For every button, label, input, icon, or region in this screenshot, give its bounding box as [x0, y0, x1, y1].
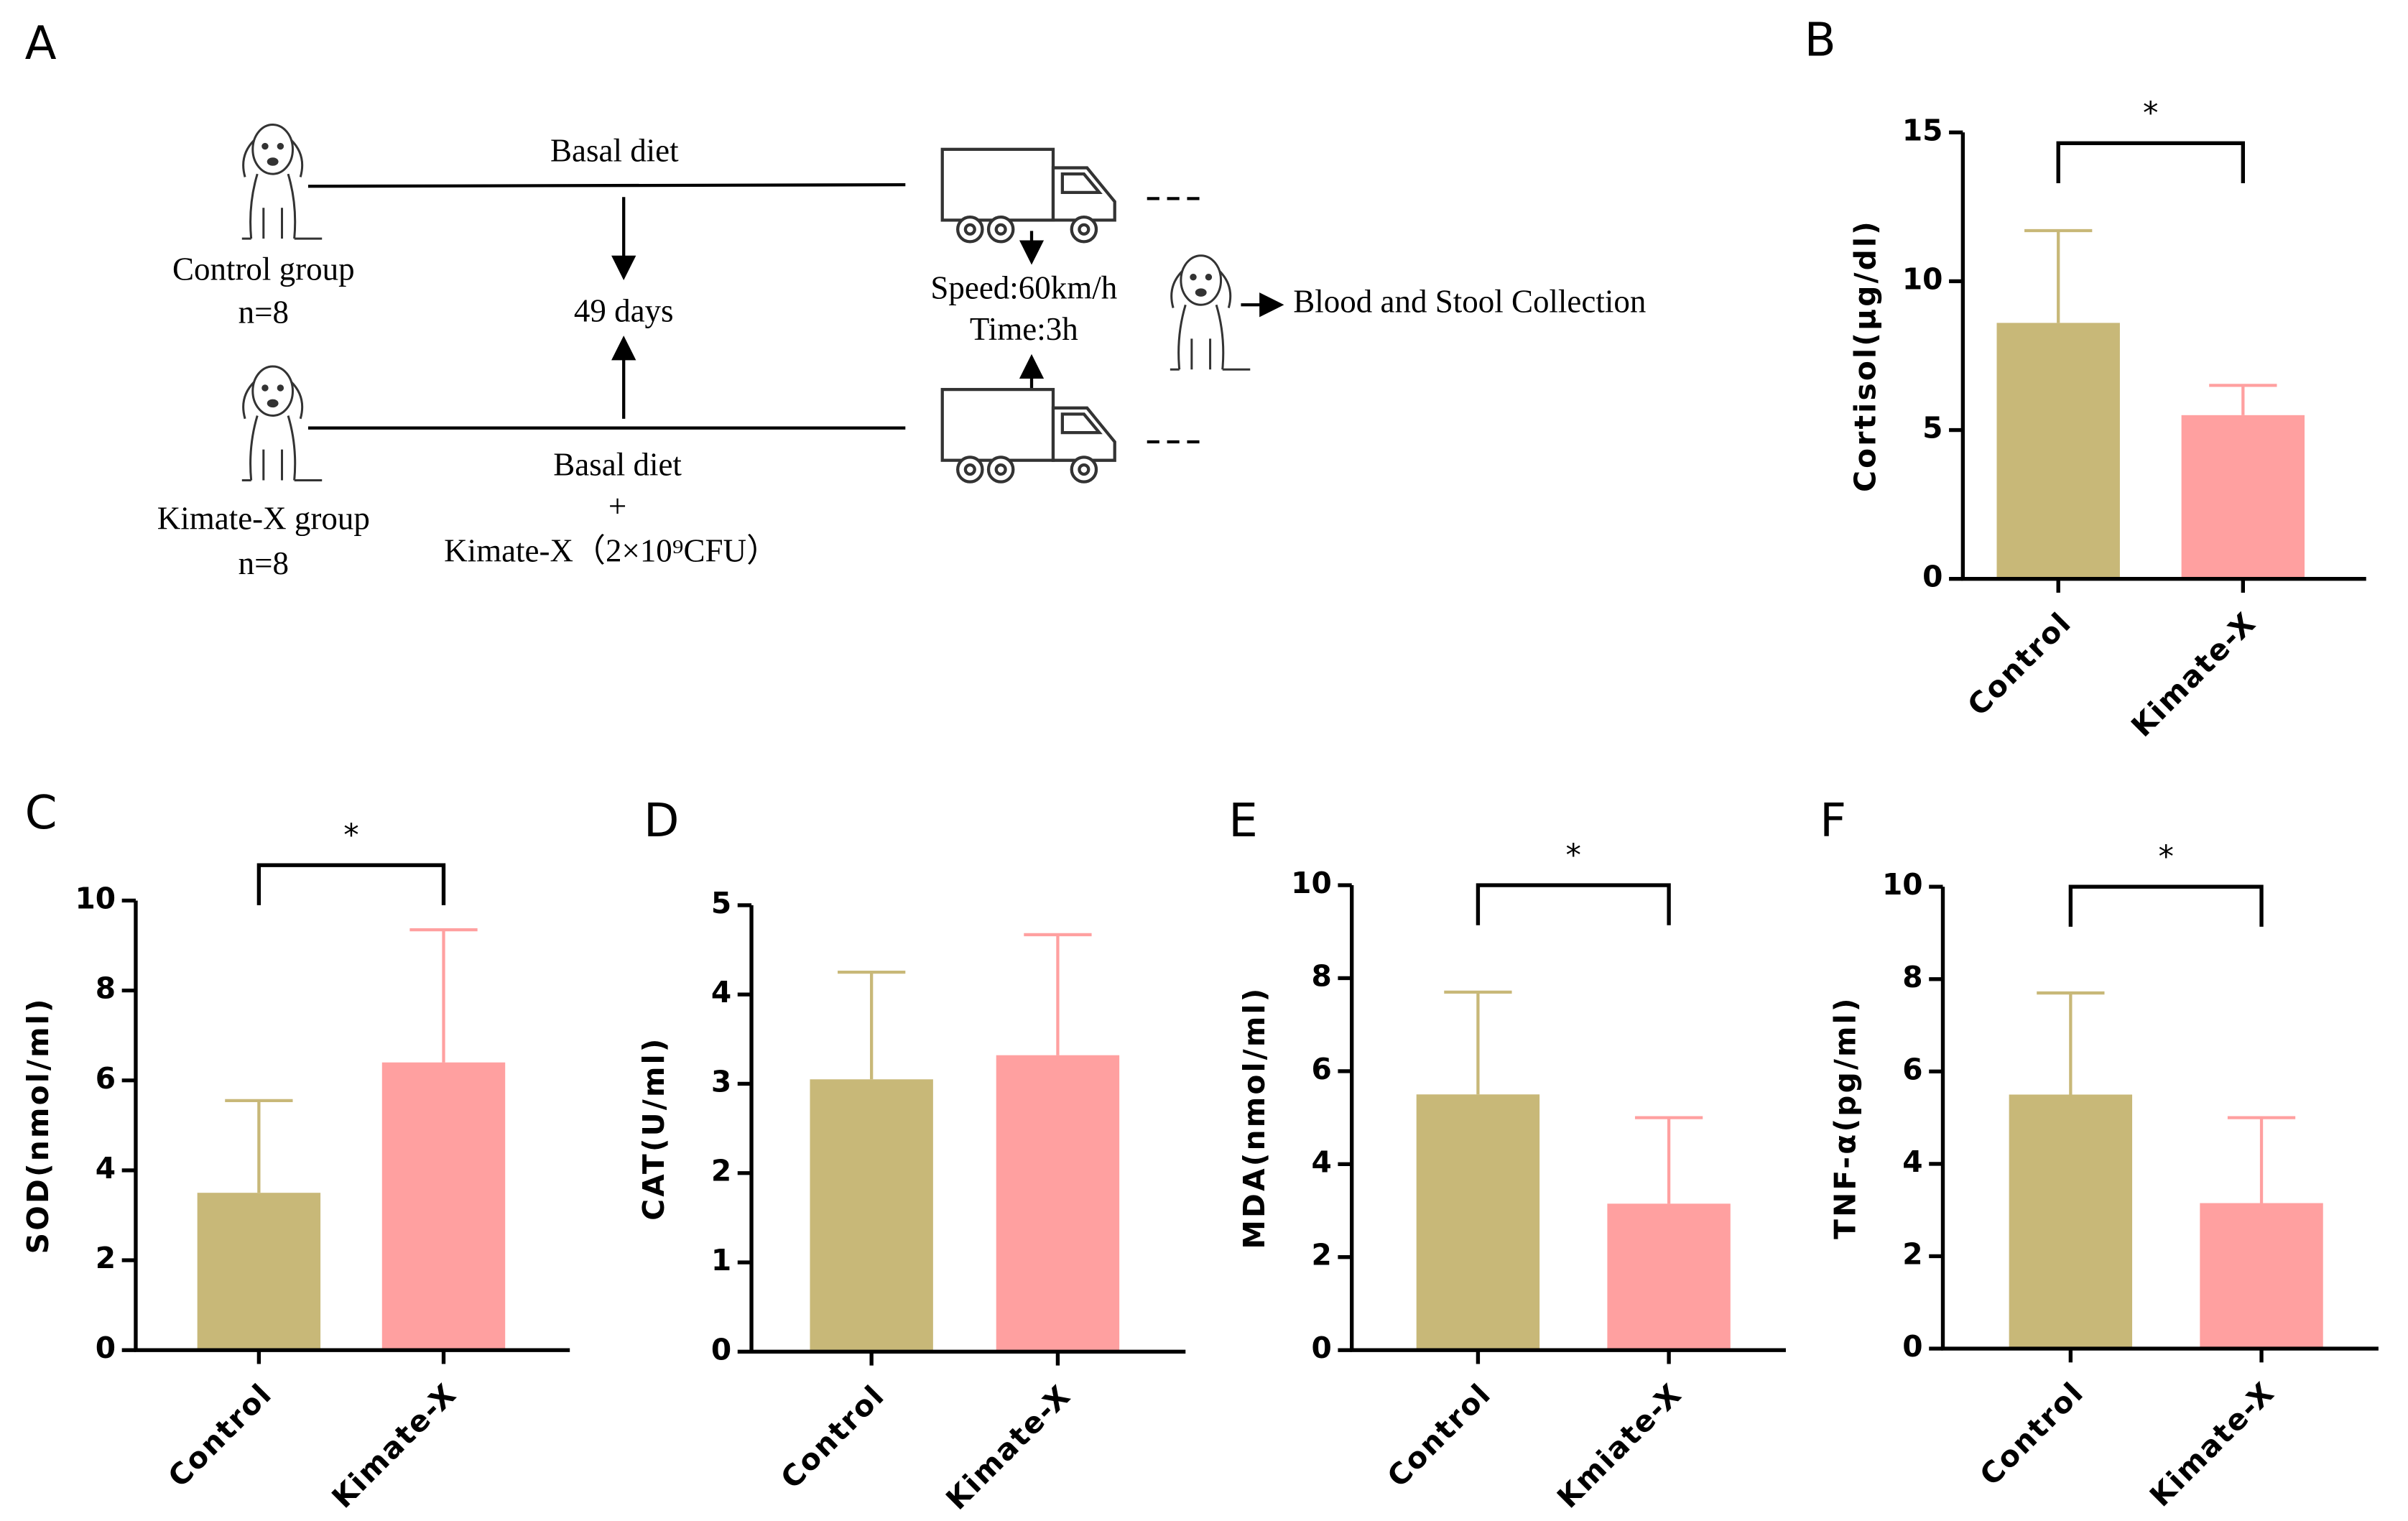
- supplement-label: Kimate-X（2×10⁹CFU）: [444, 533, 779, 569]
- y-tick-label: 10: [1291, 866, 1332, 900]
- significance-label: *: [343, 818, 358, 854]
- x-tick-label: Control: [1381, 1377, 1499, 1494]
- x-tick-label: Control: [162, 1377, 279, 1494]
- y-tick-label: 4: [711, 975, 731, 1009]
- y-axis-label: CAT(U/ml): [636, 1036, 671, 1220]
- bar-chart: D CAT(U/ml) Control Kimate-X 0 1 2 3 4 5: [636, 794, 1186, 1517]
- dog-icon: [241, 124, 323, 240]
- bar-chart: C SOD(nmol/ml) Control Kimate-X 0 2 4 6 8 10 *: [21, 786, 570, 1515]
- time-label: Time:3h: [970, 311, 1078, 347]
- y-tick-label: 0: [711, 1332, 731, 1367]
- speed-label: Speed:60km/h: [930, 269, 1117, 305]
- y-tick-label: 10: [1902, 262, 1943, 296]
- bar: [1607, 1203, 1731, 1351]
- y-tick-label: 10: [1882, 867, 1923, 902]
- y-tick-label: 4: [96, 1151, 116, 1185]
- x-tick-label: Control: [774, 1378, 892, 1496]
- panel-label: F: [1820, 794, 1846, 848]
- panel-label: C: [25, 786, 57, 840]
- y-tick-label: 6: [1902, 1052, 1922, 1086]
- y-tick-label: 10: [75, 881, 116, 915]
- dog-icon: [1169, 254, 1251, 371]
- panel-label: A: [25, 17, 57, 70]
- y-tick-label: 2: [96, 1241, 116, 1275]
- y-tick-label: 15: [1902, 113, 1943, 147]
- significance-bracket: [2068, 884, 2264, 927]
- y-tick-label: 5: [711, 886, 731, 920]
- truck-icon: [943, 389, 1115, 482]
- timeline: [307, 182, 906, 188]
- bar-chart: B Cortisol(μg/dl) Control Kimate-X 0 5 10 15 *: [1805, 14, 2366, 744]
- x-tick-label: Kmiate-X: [1550, 1377, 1689, 1515]
- x-tick-label: Kimate-X: [325, 1377, 463, 1515]
- y-tick-label: 0: [96, 1331, 116, 1365]
- y-tick-label: 4: [1902, 1145, 1922, 1179]
- bar: [1996, 323, 2120, 579]
- y-tick-label: 6: [96, 1061, 116, 1096]
- y-tick-label: 8: [96, 971, 116, 1006]
- significance-label: *: [1566, 838, 1581, 874]
- y-tick-label: 6: [1312, 1052, 1332, 1086]
- x-tick-label: Kimate-X: [2124, 605, 2263, 744]
- y-tick-label: 1: [711, 1243, 731, 1277]
- y-tick-label: 8: [1312, 958, 1332, 993]
- significance-bracket: [2056, 141, 2246, 183]
- significance-bracket: [256, 863, 446, 905]
- y-tick-label: 0: [1902, 1329, 1922, 1364]
- panel-label: D: [644, 794, 680, 848]
- y-axis-label: SOD(nmol/ml): [21, 997, 55, 1254]
- bar: [810, 1079, 933, 1352]
- bar: [1416, 1094, 1540, 1351]
- bar: [2181, 415, 2305, 579]
- group-label: Kimate-X group: [157, 501, 370, 537]
- bar: [381, 1062, 506, 1351]
- panel-label: B: [1805, 14, 1836, 68]
- truck-icon: [943, 149, 1115, 242]
- y-axis-label: TNF-α(pg/ml): [1828, 996, 1863, 1239]
- diet-label: Basal diet: [550, 133, 679, 169]
- group-n: n=8: [239, 295, 289, 330]
- y-tick-label: 8: [1902, 960, 1922, 994]
- bar-chart: F TNF-α(pg/ml) Control Kimate-X 0 2 4 6 8 10 *: [1820, 794, 2379, 1513]
- diet-label: Basal diet: [553, 447, 682, 483]
- x-tick-label: Control: [1973, 1375, 2091, 1493]
- bar: [996, 1055, 1120, 1352]
- y-tick-label: 4: [1312, 1145, 1332, 1179]
- y-tick-label: 0: [1922, 560, 1942, 594]
- group-label: Control group: [172, 251, 355, 287]
- significance-label: *: [2158, 839, 2173, 875]
- dog-icon: [241, 365, 323, 482]
- x-tick-label: Kimate-X: [2143, 1375, 2282, 1514]
- y-tick-label: 2: [1902, 1236, 1922, 1271]
- y-tick-label: 2: [1312, 1238, 1332, 1272]
- x-tick-label: Kimate-X: [939, 1378, 1078, 1517]
- y-tick-label: 3: [711, 1064, 731, 1099]
- collection-label: Blood and Stool Collection: [1293, 284, 1646, 320]
- group-n: n=8: [239, 545, 289, 581]
- bar: [197, 1193, 321, 1351]
- panel-label: E: [1228, 794, 1258, 848]
- plus: +: [608, 489, 626, 524]
- x-tick-label: Control: [1960, 605, 2078, 723]
- bar: [2200, 1203, 2323, 1349]
- y-tick-label: 5: [1922, 411, 1942, 445]
- bar-chart: E MDA(nmol/ml) Control Kmiate-X 0 2 4 6 8 10 *: [1228, 794, 1786, 1515]
- y-axis-label: Cortisol(μg/dl): [1848, 219, 1883, 492]
- diagram: A Basal diet Control group n=8 49 days B…: [25, 17, 1647, 581]
- y-axis-label: MDA(nmol/ml): [1237, 986, 1272, 1249]
- dashes: [1147, 197, 1200, 444]
- significance-bracket: [1476, 883, 1671, 925]
- y-tick-label: 0: [1312, 1331, 1332, 1365]
- y-tick-label: 2: [711, 1154, 731, 1188]
- duration-label: 49 days: [574, 292, 674, 328]
- bar: [2009, 1094, 2133, 1349]
- significance-label: *: [2143, 96, 2158, 131]
